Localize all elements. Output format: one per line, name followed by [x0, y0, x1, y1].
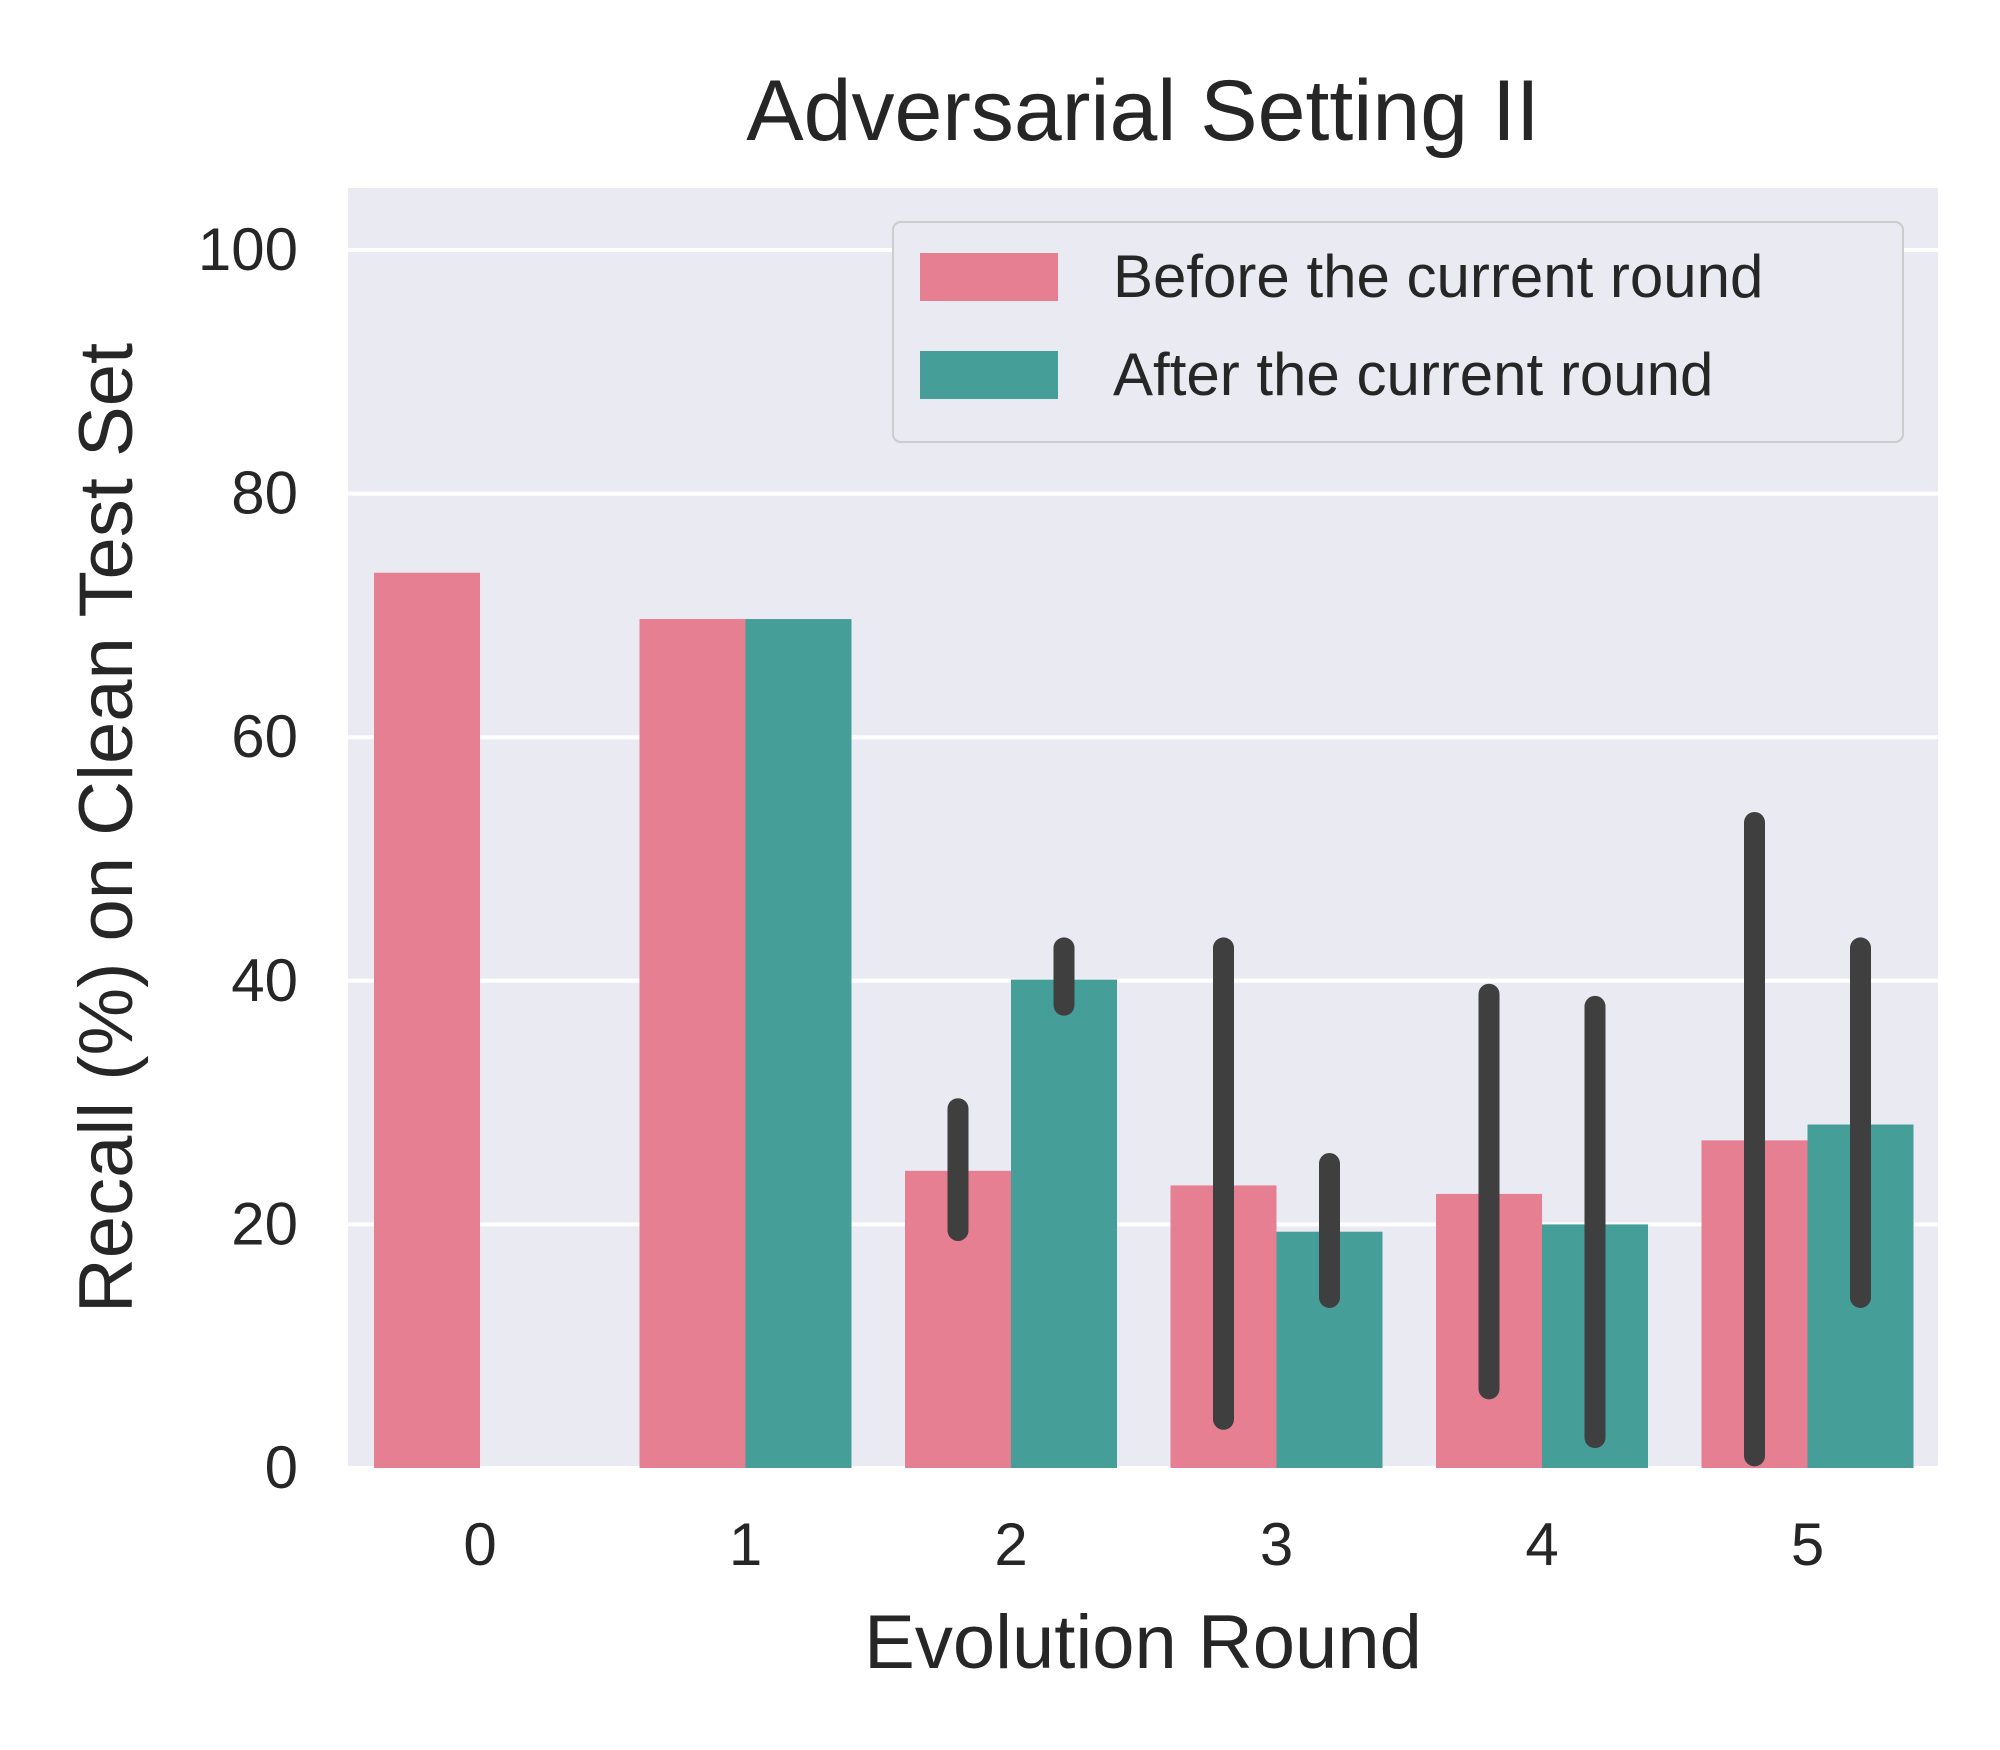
bar — [1011, 979, 1117, 1468]
legend-label-before: Before the current round — [1113, 243, 1763, 310]
y-tick-label: 40 — [231, 947, 298, 1014]
legend: Before the current round After the curre… — [892, 221, 1904, 443]
x-tick-label: 5 — [1791, 1511, 1824, 1578]
x-tick-label: 1 — [729, 1511, 762, 1578]
legend-swatch-after — [920, 351, 1058, 399]
y-tick-label: 0 — [265, 1434, 298, 1501]
y-tick-label: 100 — [198, 216, 298, 283]
legend-frame — [892, 221, 1904, 443]
x-axis-label: Evolution Round — [864, 1600, 1422, 1685]
x-tick-label: 3 — [1260, 1511, 1293, 1578]
y-tick-labels: 0 20 40 60 80 100 — [198, 216, 298, 1501]
x-tick-labels: 0 1 2 3 4 5 — [463, 1511, 1824, 1578]
chart-title: Adversarial Setting II — [746, 63, 1539, 159]
bar — [374, 572, 480, 1468]
x-tick-label: 0 — [463, 1511, 496, 1578]
x-tick-label: 4 — [1525, 1511, 1558, 1578]
y-tick-label: 80 — [231, 460, 298, 527]
x-tick-label: 2 — [994, 1511, 1027, 1578]
error-bars — [947, 811, 1871, 1467]
legend-swatch-before — [920, 253, 1058, 301]
legend-label-after: After the current round — [1113, 341, 1713, 408]
y-axis-label: Recall (%) on Clean Test Set — [64, 343, 149, 1313]
y-tick-label: 20 — [231, 1190, 298, 1257]
bar — [745, 619, 852, 1468]
bar — [639, 619, 746, 1468]
y-tick-label: 60 — [231, 703, 298, 770]
